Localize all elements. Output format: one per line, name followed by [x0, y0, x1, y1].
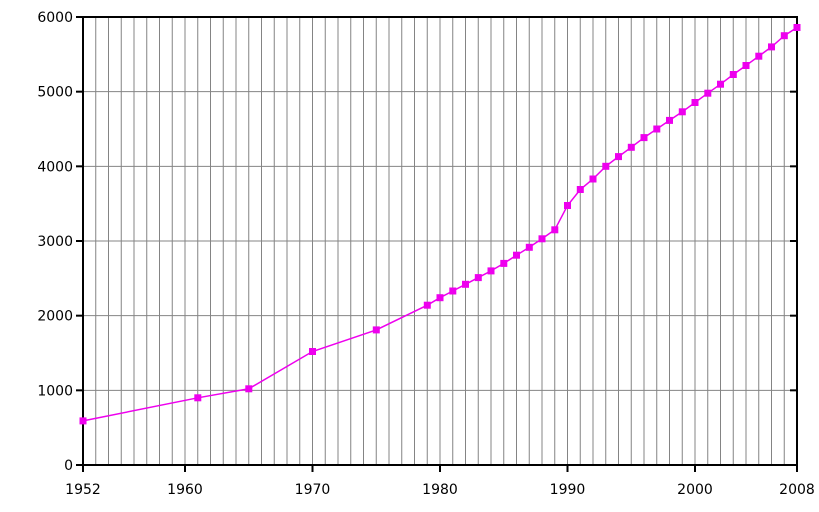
data-point-marker: [309, 348, 316, 355]
x-tick-label: 1970: [295, 482, 331, 498]
y-tick-label: 0: [64, 458, 73, 474]
data-point-marker: [793, 24, 801, 31]
data-point-marker: [500, 259, 508, 267]
data-point-marker: [245, 385, 253, 393]
data-point-marker: [194, 394, 202, 402]
data-point-marker: [691, 99, 699, 106]
data-point-marker: [627, 143, 635, 151]
data-point-marker: [462, 280, 469, 288]
data-point-marker: [436, 294, 444, 302]
data-point-marker: [449, 287, 457, 295]
x-tick-label: 1952: [65, 482, 101, 498]
y-tick-label: 4000: [37, 159, 73, 175]
data-point-marker: [729, 71, 737, 78]
data-point-marker: [372, 326, 380, 334]
x-tick-label: 1990: [550, 482, 586, 498]
data-point-marker: [525, 243, 533, 251]
x-tick-label: 2000: [677, 482, 713, 498]
data-point-marker: [589, 175, 597, 183]
data-point-marker: [768, 43, 775, 51]
data-point-marker: [640, 134, 648, 142]
data-point-marker: [780, 32, 788, 40]
data-point-marker: [513, 251, 520, 259]
data-point-marker: [79, 417, 87, 425]
y-tick-label: 1000: [37, 383, 73, 399]
data-point-marker: [678, 108, 686, 116]
data-point-marker: [538, 235, 546, 243]
y-tick-label: 3000: [37, 234, 73, 250]
data-point-marker: [423, 301, 431, 309]
data-point-marker: [653, 125, 661, 133]
data-point-marker: [717, 80, 724, 88]
data-point-marker: [474, 274, 482, 282]
y-tick-label: 5000: [37, 85, 73, 101]
data-point-marker: [576, 186, 584, 193]
x-tick-label: 2008: [779, 482, 815, 498]
data-point-marker: [742, 62, 750, 69]
x-tick-label: 1960: [167, 482, 203, 498]
data-point-marker: [755, 52, 763, 60]
data-point-marker: [704, 89, 712, 97]
data-point-marker: [666, 116, 673, 124]
y-tick-label: 6000: [37, 10, 73, 26]
data-point-marker: [551, 226, 559, 234]
data-point-marker: [487, 267, 495, 275]
data-point-marker: [602, 162, 610, 170]
data-point-marker: [564, 202, 571, 209]
data-point-marker: [615, 153, 622, 161]
x-tick-label: 1980: [422, 482, 458, 498]
y-tick-label: 2000: [37, 309, 73, 325]
